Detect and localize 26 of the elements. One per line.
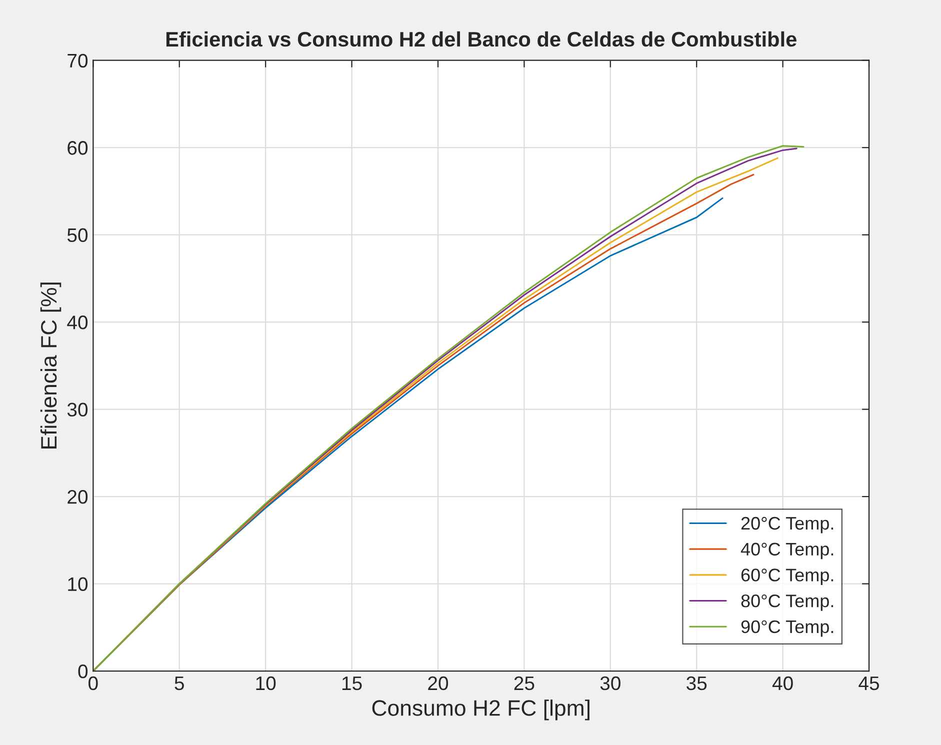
x-tick-label: 20 — [428, 676, 448, 690]
y-tick-label: 30 — [67, 402, 88, 417]
chart-title: Eficiencia vs Consumo H2 del Banco de Celdas de Combustible — [166, 31, 796, 47]
y-tick-label: 60 — [68, 141, 88, 155]
y-tick-label: 0 — [78, 664, 88, 678]
x-tick-label: 35 — [686, 676, 707, 690]
legend-label: 60°C Temp. — [741, 568, 834, 585]
legend-label: 80°C Temp. — [741, 594, 834, 611]
y-tick-label: 20 — [68, 490, 88, 504]
x-axis-title: Consumo H2 FC [lpm] — [372, 700, 590, 720]
y-tick-label: 10 — [68, 577, 88, 592]
legend-label: 20°C Temp. — [741, 516, 834, 534]
x-tick-label: 30 — [600, 676, 620, 690]
x-tick-label: 40 — [772, 676, 793, 690]
legend-label: 40°C Temp. — [740, 542, 834, 560]
x-tick-label: 15 — [342, 676, 362, 690]
y-tick-label: 70 — [68, 54, 88, 68]
x-tick-label: 25 — [514, 676, 534, 690]
x-tick-label: 45 — [858, 676, 880, 690]
y-tick-label: 50 — [67, 228, 88, 242]
x-tick-label: 10 — [256, 676, 276, 690]
y-axis-title: Eficiencia FC [%] — [40, 282, 62, 448]
x-tick-label: 0 — [88, 676, 98, 690]
x-tick-label: 5 — [174, 676, 184, 690]
y-tick-label: 40 — [67, 316, 88, 330]
legend-label: 90°C Temp. — [741, 620, 834, 637]
